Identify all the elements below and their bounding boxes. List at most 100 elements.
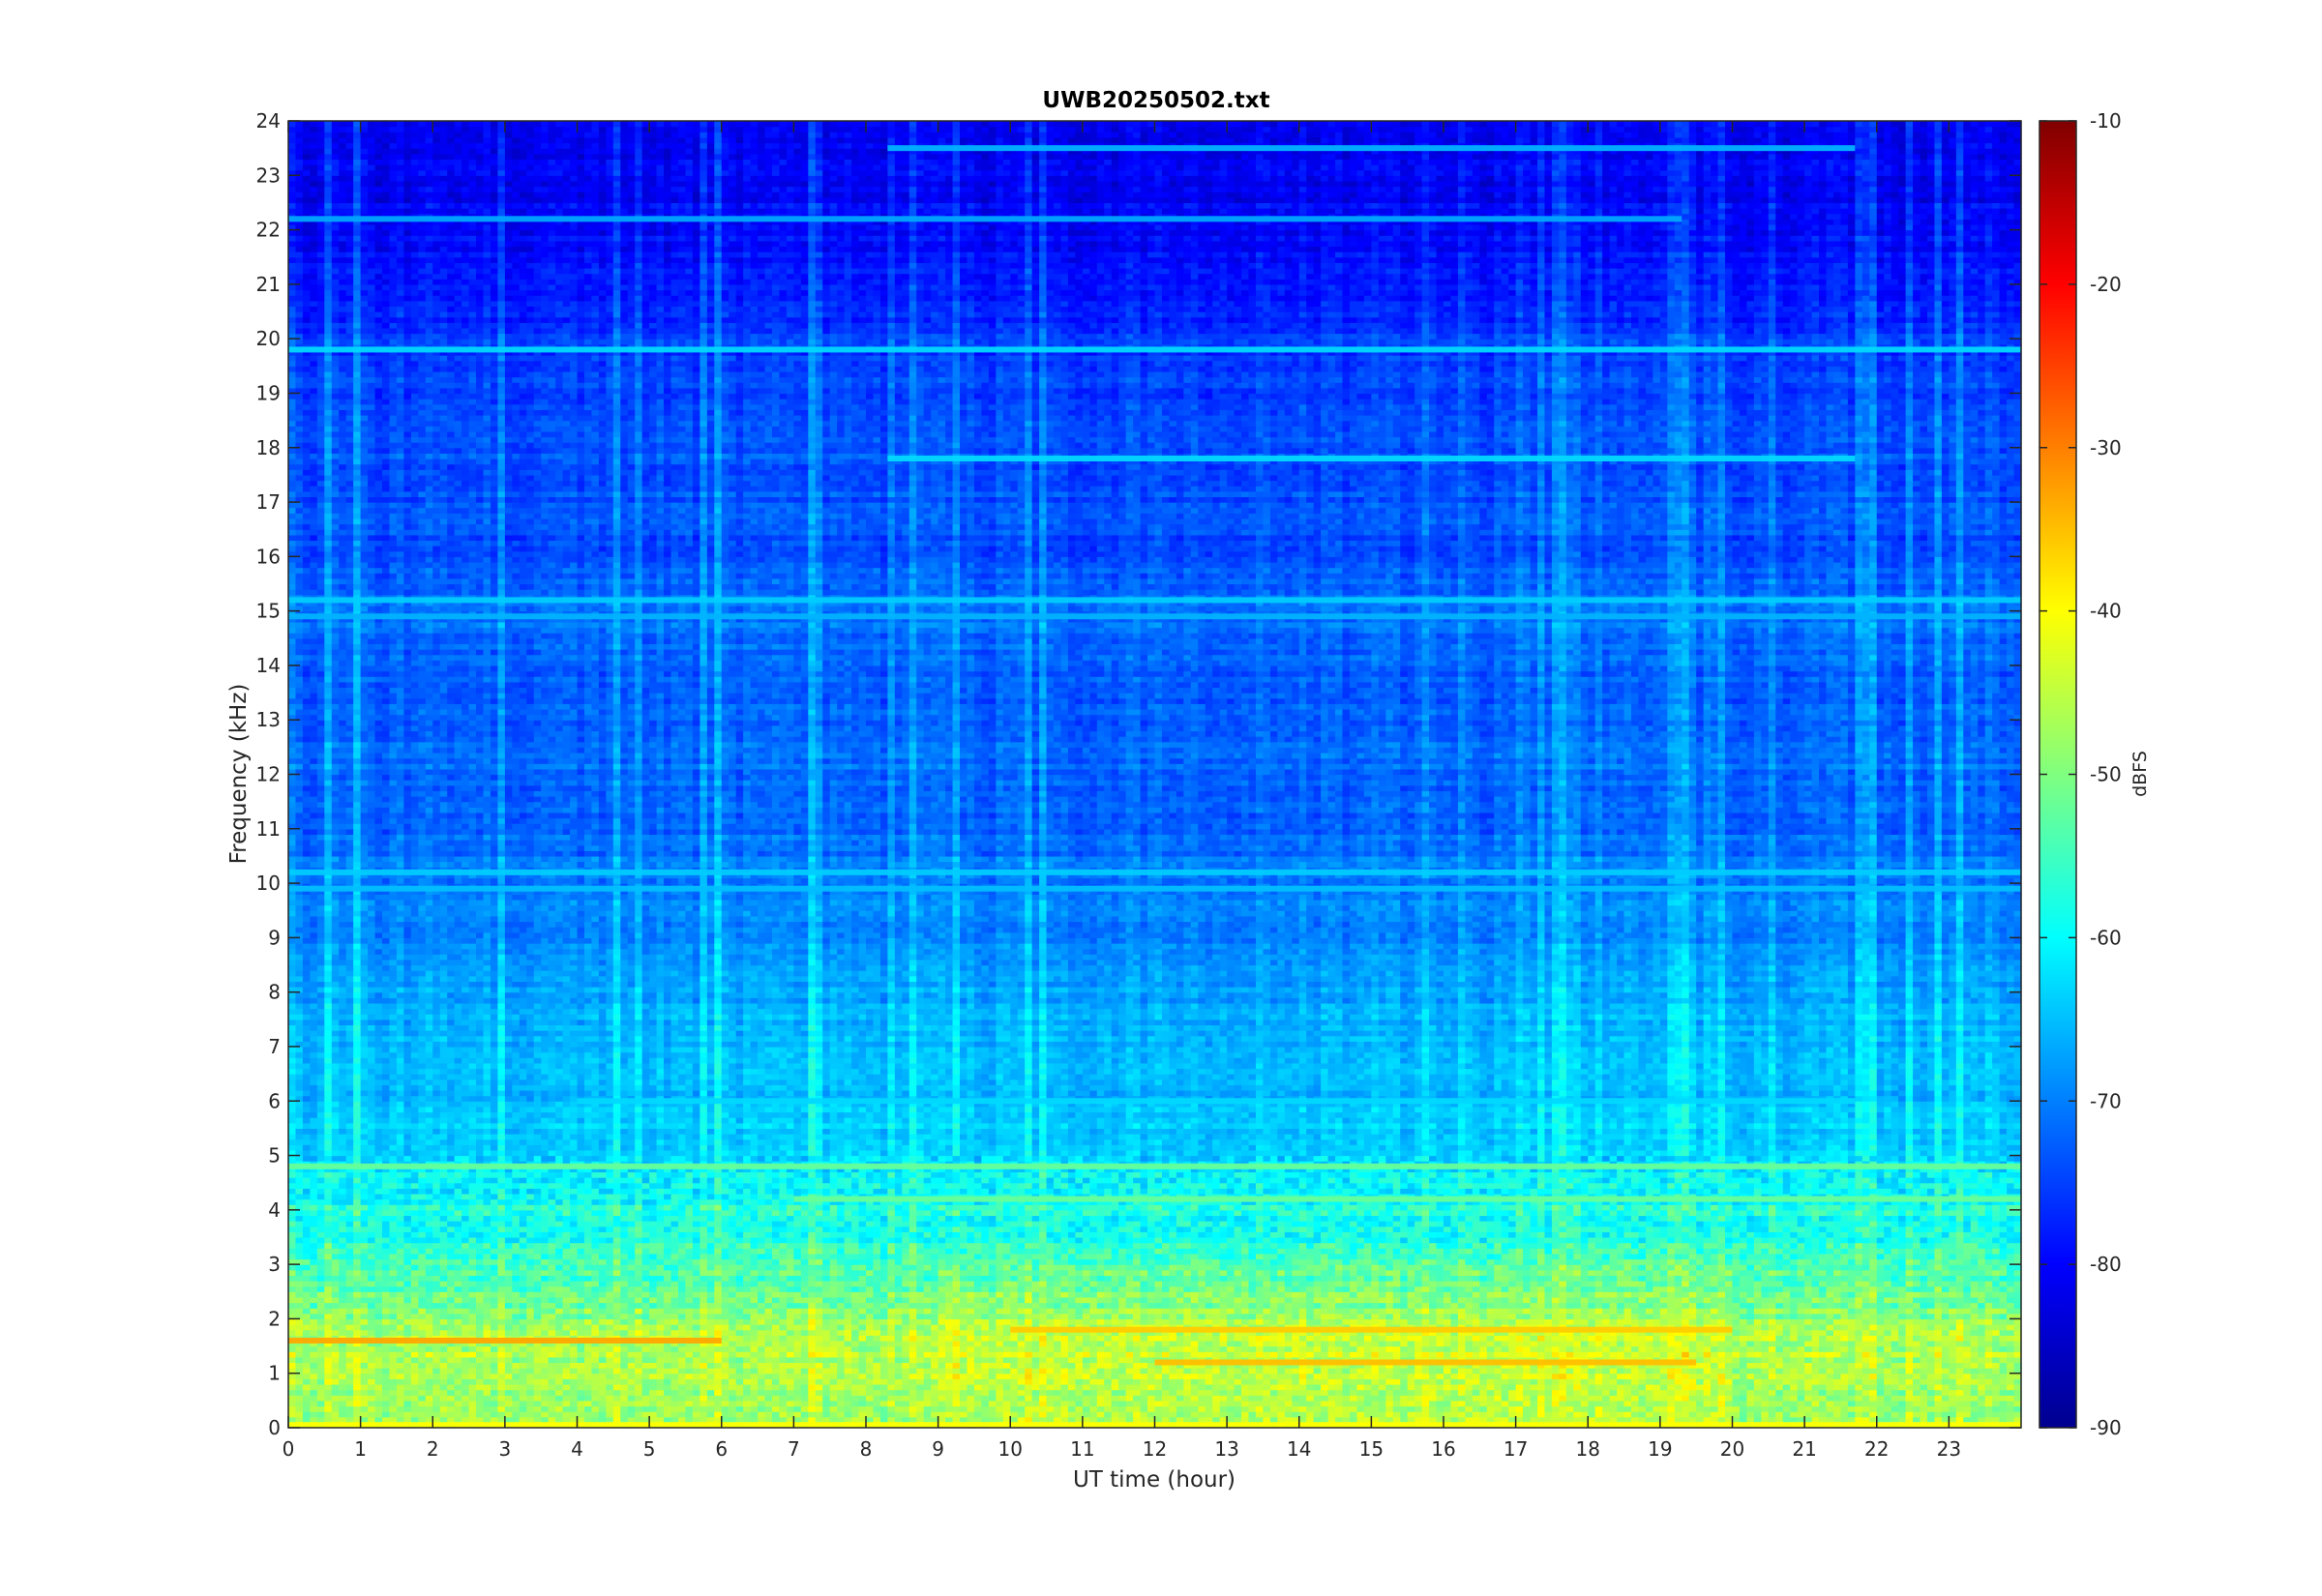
heatmap-cell [599,1405,607,1411]
heatmap-cell [520,1405,527,1411]
heatmap-cell [1379,1405,1386,1411]
heatmap-cell [1400,1378,1408,1384]
heatmap-cell [1819,1378,1827,1384]
heatmap-cell [1054,1378,1061,1384]
heatmap-cell [1018,1362,1026,1368]
heatmap-cell [1292,1384,1299,1390]
heatmap-cell [310,1405,317,1411]
heatmap-cell [845,1362,852,1368]
heatmap-cell [1537,1401,1545,1406]
heatmap-cell [1060,1378,1068,1384]
heatmap-cell [1437,1401,1444,1406]
heatmap-cell [845,1417,852,1423]
heatmap-cell [1479,1384,1487,1390]
heatmap-cell [1198,1401,1206,1406]
heatmap-cell [1783,1401,1791,1406]
heatmap-cell [996,1405,1003,1411]
heatmap-cell [1934,1346,1942,1352]
heatmap-cell [967,1351,974,1357]
heatmap-cell [960,1390,968,1396]
heatmap-cell [361,1390,369,1396]
heatmap-cell [945,1378,953,1384]
heatmap-cell [751,1374,759,1379]
heatmap-cell [1927,1362,1935,1368]
heatmap-cell [1502,1378,1509,1384]
heatmap-cell [1458,1374,1466,1379]
heatmap-cell [303,1384,311,1390]
heatmap-cell [1985,1401,1993,1406]
heatmap-cell [1652,1378,1660,1384]
heatmap-cell [1934,1378,1942,1384]
heatmap-cell [989,1395,997,1401]
heatmap-cell [714,1384,722,1390]
heatmap-cell [549,1374,556,1379]
heatmap-cell [657,1368,665,1374]
heatmap-cell [1552,1390,1560,1396]
heatmap-cell [1718,1362,1726,1368]
heatmap-cell [1169,1390,1176,1396]
heatmap-cell [1444,1374,1451,1379]
heatmap-cell [758,1374,765,1379]
heatmap-cell [1220,1405,1228,1411]
heatmap-cell [570,1401,578,1406]
heatmap-cell [1104,1374,1112,1379]
heatmap-cell [649,1362,657,1368]
heatmap-cell [924,1362,932,1368]
heatmap-cell [1595,1405,1603,1411]
heatmap-cell [938,1374,946,1379]
heatmap-cell [1840,1411,1848,1417]
heatmap-cell [1285,1346,1293,1352]
heatmap-cell [613,1362,621,1368]
heatmap-cell [1473,1374,1480,1379]
heatmap-cell [787,1351,794,1357]
heatmap-cell [591,1346,599,1352]
heatmap-cell [1537,1378,1545,1384]
heatmap-cell [361,1374,369,1379]
heatmap-cell [1696,1395,1704,1401]
heatmap-cell [1833,1362,1841,1368]
heatmap-cell [1450,1368,1458,1374]
heatmap-cell [1733,1390,1741,1396]
heatmap-cell [606,1405,613,1411]
heatmap-cell [497,1351,505,1357]
heatmap-cell [534,1362,542,1368]
heatmap-cell [873,1357,880,1363]
heatmap-cell [845,1411,852,1417]
heatmap-cell [924,1374,932,1379]
heatmap-cell [620,1390,628,1396]
heatmap-cell [1191,1417,1199,1423]
heatmap-cell [1450,1374,1458,1379]
heatmap-cell [1147,1384,1155,1390]
heatmap-cell [1060,1357,1068,1363]
heatmap-cell [353,1362,361,1368]
heatmap-cell [1429,1417,1437,1423]
heatmap-cell [1118,1390,1126,1396]
heatmap-cell [1350,1351,1357,1357]
heatmap-cell [931,1346,938,1352]
heatmap-cell [989,1384,997,1390]
heatmap-cell [346,1357,354,1363]
heatmap-cell [1444,1411,1451,1417]
heatmap-cell [1833,1378,1841,1384]
heatmap-cell [1068,1395,1076,1401]
heatmap-cell [859,1390,867,1396]
heatmap-cell [1408,1346,1415,1352]
heatmap-cell [578,1390,585,1396]
heatmap-cell [1992,1357,2000,1363]
heatmap-cell [895,1401,903,1406]
heatmap-cell [938,1401,946,1406]
heatmap-cell [1660,1351,1668,1357]
heatmap-cell [1855,1374,1862,1379]
heatmap-cell [635,1401,642,1406]
heatmap-cell [368,1374,375,1379]
heatmap-cell [512,1351,520,1357]
heatmap-cell [1206,1401,1213,1406]
heatmap-cell [1646,1368,1653,1374]
heatmap-cell [1083,1417,1090,1423]
heatmap-cell [2000,1395,2008,1401]
heatmap-cell [866,1401,874,1406]
heatmap-cell [1270,1405,1278,1411]
heatmap-cell [1769,1395,1776,1401]
heatmap-cell [1256,1378,1264,1384]
heatmap-cell [418,1384,426,1390]
